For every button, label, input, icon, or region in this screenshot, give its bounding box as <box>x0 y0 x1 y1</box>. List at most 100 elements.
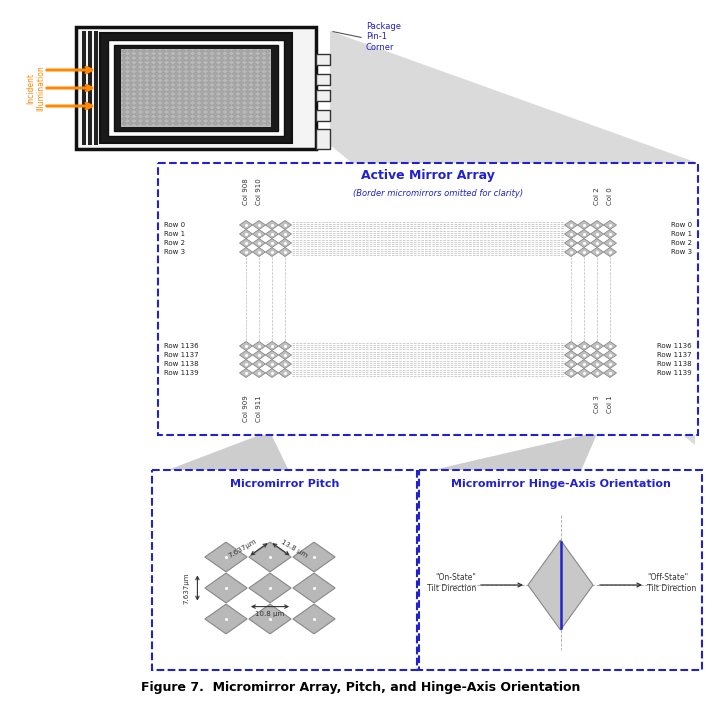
Polygon shape <box>252 58 257 63</box>
Polygon shape <box>239 63 244 67</box>
Polygon shape <box>252 368 265 378</box>
Polygon shape <box>206 108 211 112</box>
Polygon shape <box>603 342 616 351</box>
Polygon shape <box>565 247 578 257</box>
Polygon shape <box>193 90 198 93</box>
Polygon shape <box>193 72 198 76</box>
Polygon shape <box>167 122 172 125</box>
Polygon shape <box>219 81 225 85</box>
Polygon shape <box>565 368 578 378</box>
Polygon shape <box>134 76 140 80</box>
Polygon shape <box>200 108 205 112</box>
Text: Row 1137: Row 1137 <box>658 352 692 358</box>
Polygon shape <box>160 81 166 85</box>
Polygon shape <box>245 112 251 116</box>
Polygon shape <box>278 368 291 378</box>
Polygon shape <box>167 58 172 63</box>
Polygon shape <box>603 221 616 229</box>
Polygon shape <box>219 72 225 76</box>
Polygon shape <box>160 108 166 112</box>
Polygon shape <box>205 604 247 634</box>
Polygon shape <box>147 63 153 67</box>
Polygon shape <box>245 117 251 121</box>
Polygon shape <box>226 94 231 98</box>
Polygon shape <box>219 112 225 116</box>
Polygon shape <box>121 112 127 116</box>
Polygon shape <box>187 98 192 103</box>
Polygon shape <box>265 247 278 257</box>
Bar <box>316 110 330 121</box>
Polygon shape <box>167 112 172 116</box>
Polygon shape <box>232 49 238 53</box>
Polygon shape <box>200 49 205 53</box>
Polygon shape <box>200 122 205 125</box>
Text: Col 908: Col 908 <box>243 179 249 205</box>
Polygon shape <box>141 76 146 80</box>
Polygon shape <box>134 98 140 103</box>
Bar <box>94 31 98 145</box>
Polygon shape <box>128 94 133 98</box>
Polygon shape <box>154 90 159 93</box>
Polygon shape <box>128 90 133 93</box>
Polygon shape <box>252 247 265 257</box>
Polygon shape <box>141 72 146 76</box>
Polygon shape <box>134 103 140 108</box>
Polygon shape <box>226 76 231 80</box>
Polygon shape <box>180 94 185 98</box>
Polygon shape <box>147 103 153 108</box>
Polygon shape <box>121 63 127 67</box>
Polygon shape <box>603 247 616 257</box>
Polygon shape <box>205 542 247 572</box>
Polygon shape <box>147 67 153 71</box>
Polygon shape <box>213 117 218 121</box>
Polygon shape <box>121 72 127 76</box>
Polygon shape <box>565 342 578 351</box>
Polygon shape <box>420 435 596 473</box>
Polygon shape <box>193 81 198 85</box>
Text: Row 1137: Row 1137 <box>164 352 198 358</box>
Polygon shape <box>180 117 185 121</box>
Polygon shape <box>141 58 146 63</box>
Polygon shape <box>226 63 231 67</box>
Polygon shape <box>128 81 133 85</box>
Text: Col 3: Col 3 <box>594 395 600 413</box>
Polygon shape <box>219 90 225 93</box>
Polygon shape <box>213 53 218 58</box>
Polygon shape <box>239 49 244 53</box>
Polygon shape <box>167 72 172 76</box>
Polygon shape <box>187 117 192 121</box>
Polygon shape <box>160 435 290 473</box>
Polygon shape <box>187 90 192 93</box>
Polygon shape <box>121 108 127 112</box>
Polygon shape <box>134 94 140 98</box>
Polygon shape <box>565 229 578 238</box>
Polygon shape <box>219 85 225 89</box>
Polygon shape <box>578 342 590 351</box>
Polygon shape <box>193 94 198 98</box>
Polygon shape <box>173 122 179 125</box>
Polygon shape <box>200 117 205 121</box>
Polygon shape <box>200 112 205 116</box>
Polygon shape <box>206 72 211 76</box>
Polygon shape <box>173 85 179 89</box>
Polygon shape <box>265 117 270 121</box>
Polygon shape <box>173 103 179 108</box>
Polygon shape <box>258 58 264 63</box>
Polygon shape <box>239 76 244 80</box>
Polygon shape <box>578 368 590 378</box>
Polygon shape <box>265 238 278 247</box>
Text: Col 0: Col 0 <box>607 187 613 205</box>
Polygon shape <box>213 122 218 125</box>
Polygon shape <box>252 90 257 93</box>
Polygon shape <box>258 108 264 112</box>
Polygon shape <box>265 122 270 125</box>
Polygon shape <box>239 58 244 63</box>
Polygon shape <box>245 94 251 98</box>
Polygon shape <box>226 117 231 121</box>
Polygon shape <box>265 359 278 368</box>
Polygon shape <box>265 58 270 63</box>
FancyBboxPatch shape <box>419 470 702 670</box>
Polygon shape <box>239 117 244 121</box>
Polygon shape <box>219 63 225 67</box>
Polygon shape <box>252 98 257 103</box>
